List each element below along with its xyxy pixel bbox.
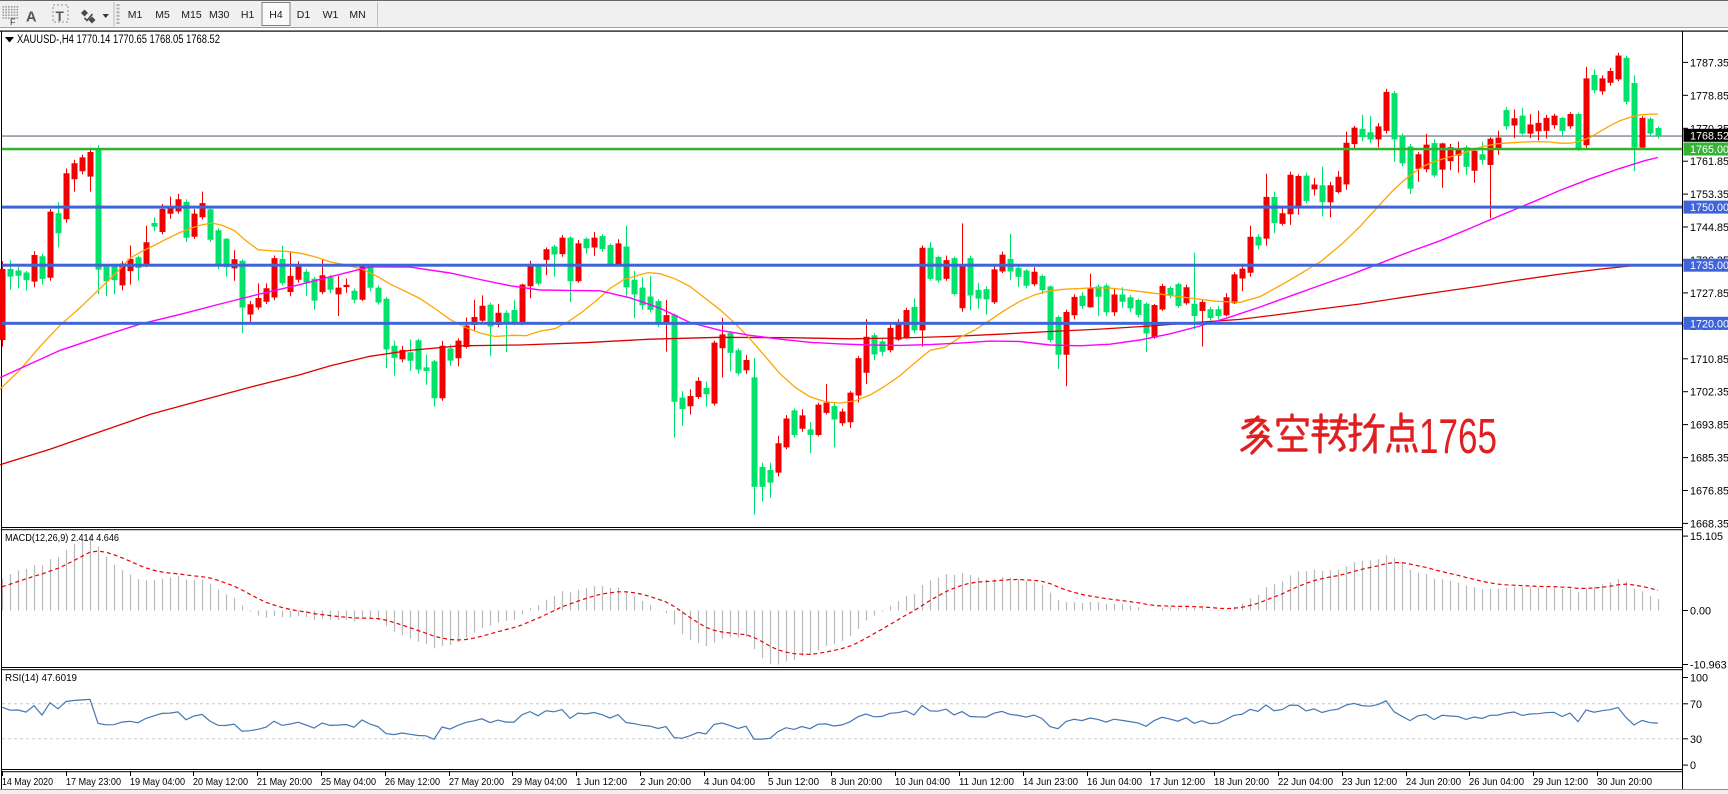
svg-text:1750.00: 1750.00 [1690, 202, 1728, 214]
svg-text:19 May 04:00: 19 May 04:00 [130, 776, 185, 788]
svg-text:1685.35: 1685.35 [1690, 453, 1728, 465]
svg-text:1702.35: 1702.35 [1690, 387, 1728, 399]
svg-text:30: 30 [1690, 734, 1702, 746]
svg-text:1744.85: 1744.85 [1690, 222, 1728, 234]
svg-text:1727.85: 1727.85 [1690, 288, 1728, 300]
svg-text:100: 100 [1690, 673, 1708, 685]
svg-text:M1: M1 [128, 9, 143, 21]
svg-text:5 Jun 12:00: 5 Jun 12:00 [768, 776, 819, 788]
svg-text:1710.85: 1710.85 [1690, 354, 1728, 366]
svg-text:1761.85: 1761.85 [1690, 156, 1728, 168]
svg-text:14 May 2020: 14 May 2020 [2, 776, 53, 788]
svg-text:17 Jun 12:00: 17 Jun 12:00 [1150, 776, 1205, 788]
svg-text:18 Jun 20:00: 18 Jun 20:00 [1214, 776, 1269, 788]
svg-text:30 Jun 20:00: 30 Jun 20:00 [1597, 776, 1652, 788]
svg-text:1768.52: 1768.52 [1690, 130, 1728, 142]
svg-text:1735.00: 1735.00 [1690, 260, 1728, 272]
svg-text:A: A [26, 10, 37, 26]
svg-text:23 Jun 12:00: 23 Jun 12:00 [1342, 776, 1397, 788]
svg-text:T: T [56, 9, 65, 24]
svg-text:MACD(12,26,9) 2.414 4.646: MACD(12,26,9) 2.414 4.646 [5, 532, 119, 544]
svg-text:1753.35: 1753.35 [1690, 189, 1728, 201]
svg-text:27 May 20:00: 27 May 20:00 [449, 776, 504, 788]
svg-text:8 Jun 20:00: 8 Jun 20:00 [831, 776, 882, 788]
svg-text:M30: M30 [209, 9, 230, 21]
svg-text:10 Jun 04:00: 10 Jun 04:00 [895, 776, 950, 788]
svg-text:26 Jun 04:00: 26 Jun 04:00 [1469, 776, 1524, 788]
svg-text:1778.85: 1778.85 [1690, 90, 1728, 102]
svg-text:W1: W1 [323, 9, 339, 21]
svg-text:D1: D1 [297, 9, 311, 21]
svg-text:20 May 12:00: 20 May 12:00 [193, 776, 248, 788]
svg-text:1676.85: 1676.85 [1690, 486, 1728, 498]
svg-text:H1: H1 [241, 9, 255, 21]
svg-text:1668.35: 1668.35 [1690, 518, 1728, 530]
svg-text:RSI(14) 47.6019: RSI(14) 47.6019 [5, 672, 77, 684]
svg-text:-10.963: -10.963 [1690, 660, 1727, 672]
svg-text:70: 70 [1690, 699, 1702, 711]
svg-text:M5: M5 [155, 9, 170, 21]
svg-text:MN: MN [349, 9, 365, 21]
svg-text:1765.00: 1765.00 [1690, 144, 1728, 156]
svg-text:H4: H4 [269, 9, 283, 21]
svg-text:14 Jun 23:00: 14 Jun 23:00 [1023, 776, 1078, 788]
svg-text:1787.35: 1787.35 [1690, 57, 1728, 69]
svg-text:29 Jun 12:00: 29 Jun 12:00 [1533, 776, 1588, 788]
svg-text:0.00: 0.00 [1690, 606, 1711, 618]
svg-text:21 May 20:00: 21 May 20:00 [257, 776, 312, 788]
svg-text:1765: 1765 [1419, 410, 1497, 464]
svg-text:1 Jun 12:00: 1 Jun 12:00 [576, 776, 627, 788]
svg-text:4 Jun 04:00: 4 Jun 04:00 [704, 776, 755, 788]
svg-text:F: F [10, 17, 16, 27]
svg-text:0: 0 [1690, 760, 1696, 772]
svg-text:25 May 04:00: 25 May 04:00 [321, 776, 376, 788]
svg-text:29 May 04:00: 29 May 04:00 [512, 776, 567, 788]
svg-text:22 Jun 04:00: 22 Jun 04:00 [1278, 776, 1333, 788]
svg-text:16 Jun 04:00: 16 Jun 04:00 [1087, 776, 1142, 788]
svg-text:26 May 12:00: 26 May 12:00 [385, 776, 440, 788]
svg-text:11 Jun 12:00: 11 Jun 12:00 [959, 776, 1014, 788]
svg-text:1693.85: 1693.85 [1690, 420, 1728, 432]
svg-text:M15: M15 [181, 9, 202, 21]
svg-text:15.105: 15.105 [1690, 531, 1723, 543]
svg-text:XAUUSD-,H4 1770.14 1770.65 17: XAUUSD-,H4 1770.14 1770.65 1768.05 1768.… [17, 34, 220, 46]
svg-text:17 May 23:00: 17 May 23:00 [66, 776, 121, 788]
svg-text:1720.00: 1720.00 [1690, 318, 1728, 330]
svg-text:24 Jun 20:00: 24 Jun 20:00 [1406, 776, 1461, 788]
svg-text:2 Jun 20:00: 2 Jun 20:00 [640, 776, 691, 788]
